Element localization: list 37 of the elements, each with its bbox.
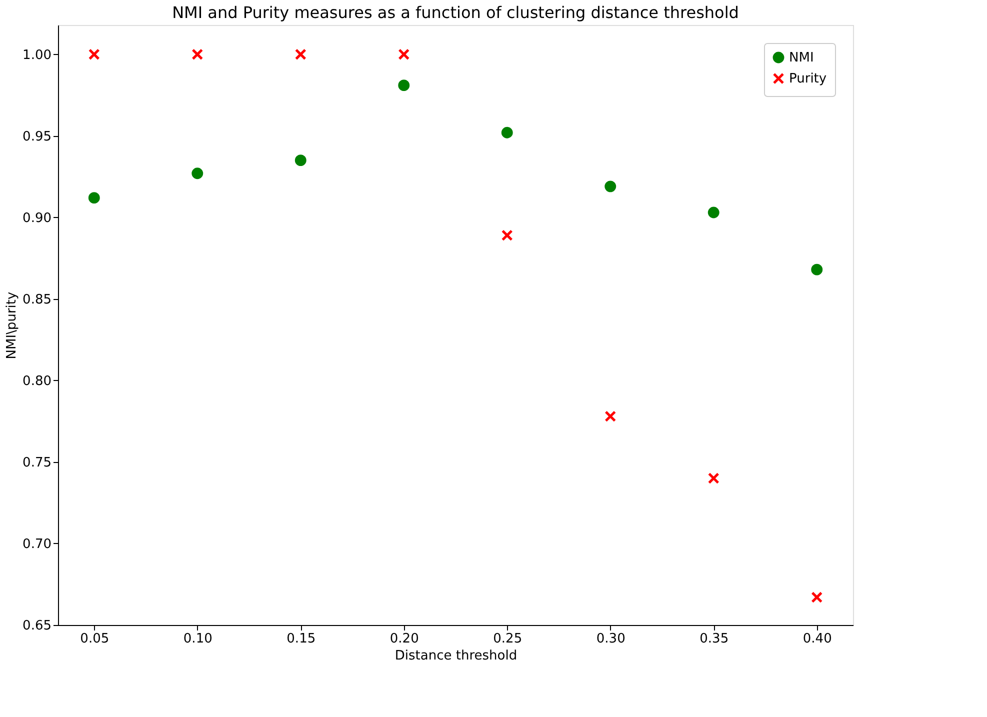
point <box>501 230 513 242</box>
x-tick-label: 0.40 <box>802 632 832 646</box>
x-axis-title: Distance threshold <box>394 648 518 664</box>
y-tick-label: 0.90 <box>22 210 52 226</box>
point <box>192 168 204 180</box>
legend-label: NMI <box>789 50 814 66</box>
point <box>398 48 410 60</box>
y-tick-label: 0.75 <box>22 455 52 470</box>
point <box>501 126 513 138</box>
x-tick-label: 0.20 <box>390 632 419 646</box>
x-tick-label: 0.30 <box>596 632 626 646</box>
y-axis-title: NMI\purity <box>4 292 20 360</box>
point <box>294 48 306 60</box>
point <box>88 192 100 204</box>
y-tick-label: 0.65 <box>22 618 52 634</box>
point <box>708 206 720 218</box>
point <box>398 80 410 92</box>
point <box>811 592 823 604</box>
point <box>604 180 616 192</box>
y-tick-label: 0.70 <box>22 536 52 552</box>
y-tick-label: 0.85 <box>22 292 52 308</box>
y-tick-label: 0.95 <box>22 129 52 144</box>
point <box>604 410 616 422</box>
x-tick-label: 0.25 <box>493 632 522 646</box>
x-tick-label: 0.15 <box>286 632 316 646</box>
point <box>294 154 306 166</box>
x-tick-label: 0.10 <box>183 632 212 646</box>
point <box>708 472 720 484</box>
y-tick-label: 0.80 <box>22 374 52 389</box>
point <box>88 48 100 60</box>
x-tick-label: 0.35 <box>700 632 729 646</box>
chart-title: NMI and Purity measures as a function of clustering distance threshold <box>172 3 739 22</box>
x-tick-label: 0.05 <box>80 632 110 646</box>
point <box>192 48 204 60</box>
point <box>811 264 823 276</box>
legend-label: Purity <box>789 72 827 86</box>
y-tick-label: 1.00 <box>22 48 52 63</box>
